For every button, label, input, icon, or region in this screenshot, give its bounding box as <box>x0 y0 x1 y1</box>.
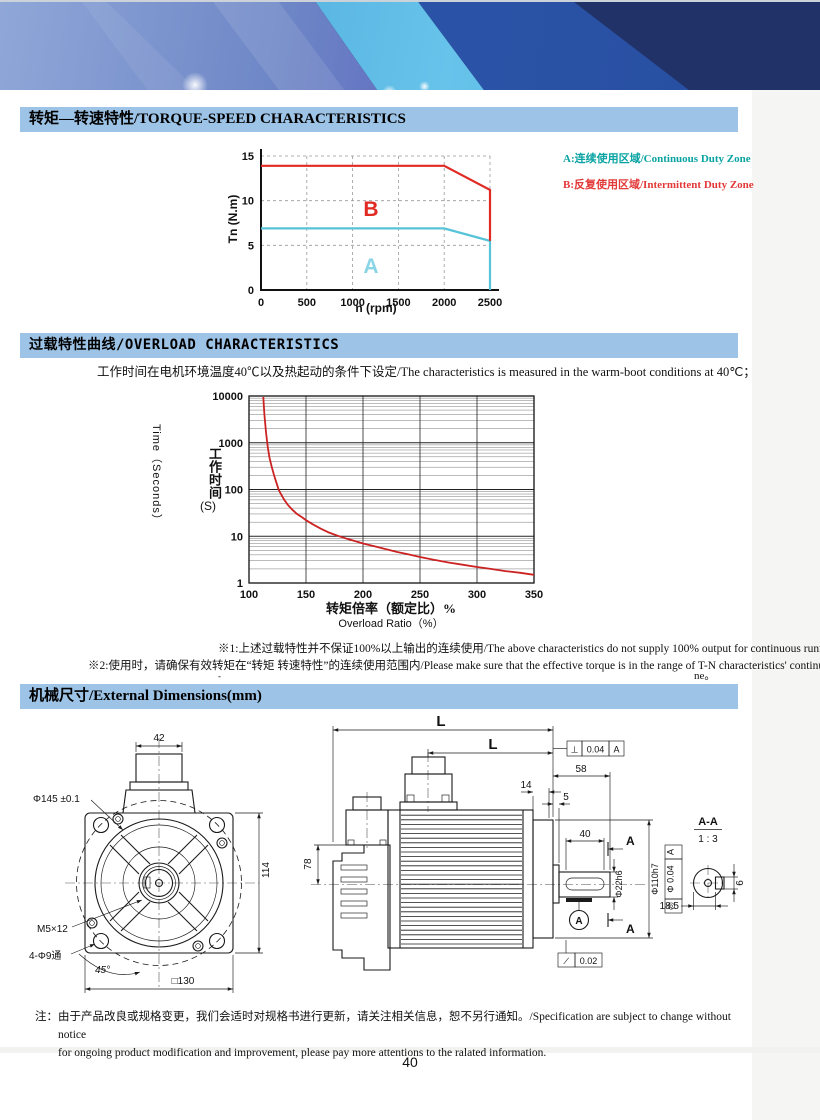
overload-chart: 100 150 200 250 300 350 1 10 100 1000 10000 <box>212 391 543 601</box>
dim-pilot-diameter: Φ110h7 <box>650 863 660 895</box>
svg-text:100: 100 <box>240 589 258 601</box>
legend-intermittent-duty-zone: B:反复使用区域/Intermittent Duty Zone <box>563 179 754 191</box>
svg-text:A: A <box>363 255 378 278</box>
footer-note: 注： 由于产品改良或规格变更，我们会适时对规格书进行更新，请关注相关信息，恕不另… <box>35 1009 745 1062</box>
gdt-runout-symbol: ∕ <box>563 956 570 966</box>
header-banner <box>0 2 820 90</box>
gdt-perpendicularity-symbol: ⊥ <box>571 745 579 755</box>
dim-114: 114 <box>261 862 272 878</box>
dim-shaft-diameter: Φ22h6 <box>614 870 624 897</box>
dim-18-5: 18.5 <box>660 901 680 912</box>
ol-y-axis-title-en: Time（Seconds） <box>150 424 162 526</box>
footer-note-line1: 由于产品改良或规格变更，我们会适时对规格书进行更新，请关注相关信息，恕不另行通知… <box>58 1011 731 1041</box>
svg-text:1000: 1000 <box>219 438 243 450</box>
svg-text:1000: 1000 <box>340 297 364 309</box>
dim-145: Φ145 ±0.1 <box>33 794 80 805</box>
svg-text:1: 1 <box>237 578 243 590</box>
svg-text:10000: 10000 <box>212 391 243 403</box>
ol-x-axis-title-en: Overload Ratio（%） <box>338 618 444 630</box>
svg-text:B: B <box>363 198 378 221</box>
section-arrow-A-top: A <box>626 834 635 848</box>
svg-text:350: 350 <box>525 589 543 601</box>
banner-glow-dot <box>419 81 430 90</box>
section-aa-title: A-A <box>698 816 718 828</box>
svg-text:2000: 2000 <box>432 297 456 309</box>
front-view: 42 Φ145 ±0.1 114 M5×12 4-Φ9通 45° □130 <box>29 733 272 993</box>
ol-y-axis-unit: (S) <box>200 499 216 513</box>
dim-40: 40 <box>579 829 591 840</box>
svg-text:150: 150 <box>297 589 315 601</box>
side-view: L L ⊥ 0.04 A 58 14 5 <box>303 713 683 971</box>
page-number: 40 <box>402 1054 418 1070</box>
mechanical-drawing: 42 Φ145 ±0.1 114 M5×12 4-Φ9通 45° □130 <box>29 713 746 993</box>
svg-text:2500: 2500 <box>478 297 502 309</box>
dim-6: 6 <box>735 880 746 886</box>
stray-dot: - <box>218 671 221 681</box>
banner-glow-dot <box>382 85 397 90</box>
svg-text:500: 500 <box>298 297 316 309</box>
dim-78: 78 <box>303 858 314 870</box>
svg-text:5: 5 <box>248 240 254 252</box>
dim-45deg: 45° <box>95 965 110 976</box>
gdt-concentricity-value: Φ 0.04 <box>666 865 676 892</box>
svg-text:0: 0 <box>248 285 254 297</box>
datum-A-label: A <box>575 916 582 927</box>
ol-y-axis-title-cn: 工作时间 <box>207 447 222 499</box>
dim-14: 14 <box>520 780 532 791</box>
footer-note-line2: for ongoing product modification and imp… <box>58 1046 547 1059</box>
page-right-gutter <box>752 90 820 1120</box>
svg-text:300: 300 <box>468 589 486 601</box>
gdt-perpendicularity-datum: A <box>613 745 619 755</box>
dim-4-d9: 4-Φ9通 <box>29 950 61 962</box>
banner-glow-dot <box>182 72 208 90</box>
section-arrow-A-bottom: A <box>626 922 635 936</box>
torque-speed-chart: 0 500 1000 1500 2000 2500 0 5 10 15 B A <box>242 149 502 309</box>
svg-text:250: 250 <box>411 589 429 601</box>
svg-text:15: 15 <box>242 151 254 163</box>
ts-y-axis-title: Tn (N.m) <box>226 194 240 244</box>
stray-fragment: ne。 <box>694 670 716 682</box>
scan-band <box>0 1047 820 1053</box>
gdt-concentricity-symbol: ◎ <box>666 902 676 910</box>
section-aa-view: A-A 1 : 3 18.5 6 <box>660 816 746 912</box>
footnote-2: ※2:使用时，请确保有效转矩在“转矩 转速特性”的连续使用范围内/Please … <box>88 660 820 672</box>
overload-condition-note: 工作时间在电机环境温度40℃以及热起动的条件下设定/The characteri… <box>97 365 756 379</box>
dim-130: □130 <box>172 976 195 987</box>
dim-58: 58 <box>575 764 587 775</box>
legend-continuous-duty-zone: A:连续使用区域/Continuous Duty Zone <box>563 153 751 165</box>
svg-text:100: 100 <box>225 485 243 497</box>
gdt-concentricity-datum: A <box>666 849 676 855</box>
section-title-overload: 过载特性曲线/OVERLOAD CHARACTERISTICS <box>20 333 738 358</box>
ts-x-axis-title: n (rpm) <box>355 301 397 315</box>
dim-m5x12: M5×12 <box>37 924 68 935</box>
section-aa-scale: 1 : 3 <box>698 834 718 845</box>
dim-5: 5 <box>563 792 569 803</box>
ol-x-axis-title-cn: 转矩倍率（额定比）% <box>325 601 456 616</box>
page-top-line <box>0 0 820 2</box>
gdt-perpendicularity-value: 0.04 <box>587 745 605 755</box>
dim-L-outer: L <box>436 713 445 730</box>
svg-text:200: 200 <box>354 589 372 601</box>
svg-text:0: 0 <box>258 297 264 309</box>
dim-L-inner: L <box>488 736 497 753</box>
dim-42: 42 <box>153 733 165 744</box>
footnote-1: ※1:上述过载特性并不保证100%以上输出的连续使用/The above cha… <box>218 643 820 655</box>
svg-text:10: 10 <box>242 196 254 208</box>
svg-text:1500: 1500 <box>386 297 410 309</box>
svg-text:10: 10 <box>231 531 243 543</box>
footer-note-label: 注： <box>35 1011 58 1023</box>
gdt-runout-value: 0.02 <box>580 956 598 966</box>
section-title-torque-speed: 转矩—转速特性/TORQUE-SPEED CHARACTERISTICS <box>20 107 738 132</box>
section-title-dimensions: 机械尺寸/External Dimensions(mm) <box>20 684 738 709</box>
